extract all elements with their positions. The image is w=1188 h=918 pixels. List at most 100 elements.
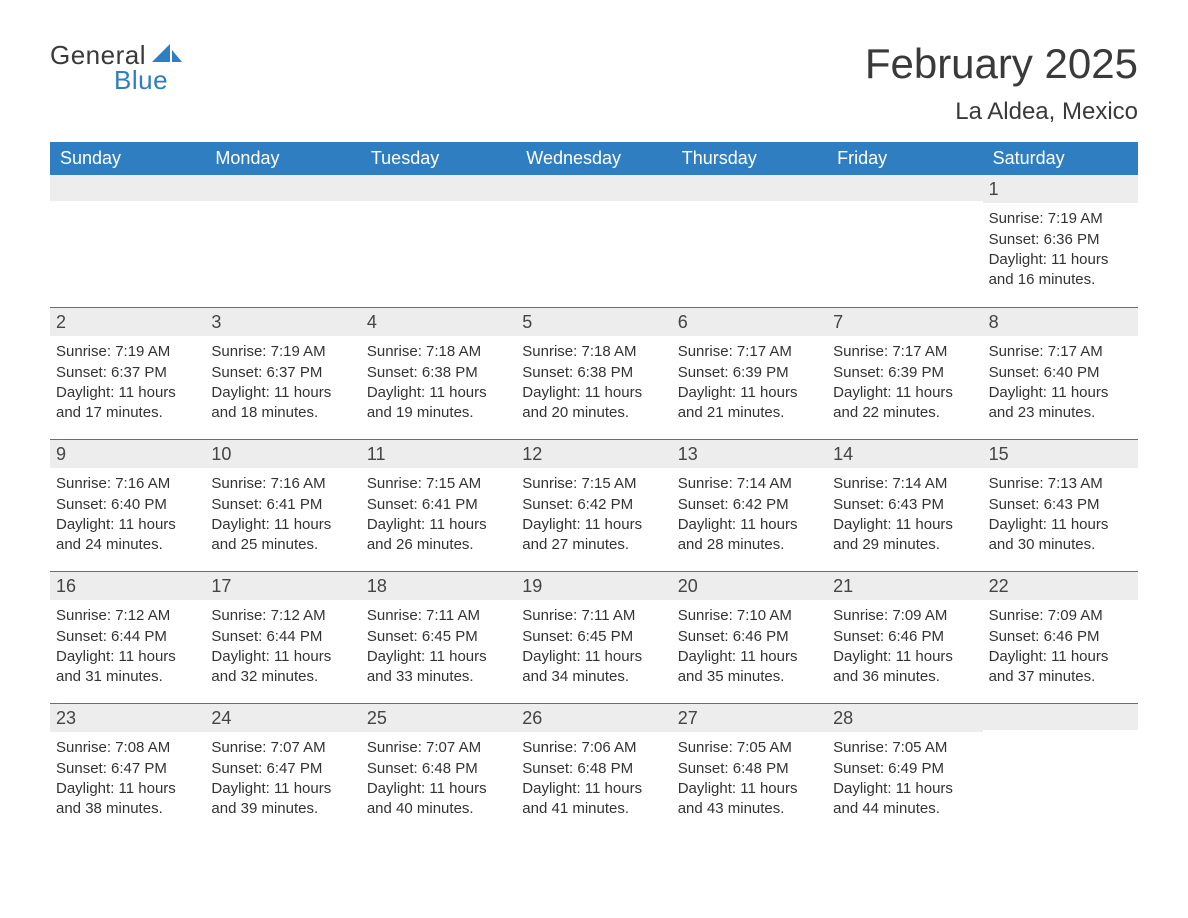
day-number	[50, 175, 205, 201]
sunset-text: Sunset: 6:41 PM	[367, 495, 510, 515]
dow-monday: Monday	[205, 142, 360, 175]
sunset-text: Sunset: 6:46 PM	[678, 627, 821, 647]
sunrise-text: Sunrise: 7:16 AM	[211, 474, 354, 494]
daylight-text: Daylight: 11 hours and 41 minutes.	[522, 779, 665, 820]
daylight-text: Daylight: 11 hours and 33 minutes.	[367, 647, 510, 688]
daylight-text: Daylight: 11 hours and 20 minutes.	[522, 383, 665, 424]
day-cell: 12Sunrise: 7:15 AMSunset: 6:42 PMDayligh…	[516, 440, 671, 567]
empty-cell	[361, 175, 516, 303]
title-block: February 2025 La Aldea, Mexico	[865, 40, 1138, 136]
day-number	[205, 175, 360, 201]
sunrise-text: Sunrise: 7:15 AM	[367, 474, 510, 494]
day-number: 15	[983, 440, 1138, 468]
sunset-text: Sunset: 6:43 PM	[989, 495, 1132, 515]
day-cell: 24Sunrise: 7:07 AMSunset: 6:47 PMDayligh…	[205, 704, 360, 831]
sunset-text: Sunset: 6:48 PM	[522, 759, 665, 779]
header: General Blue February 2025 La Aldea, Mex…	[50, 40, 1138, 136]
sunrise-text: Sunrise: 7:05 AM	[833, 738, 976, 758]
daylight-text: Daylight: 11 hours and 30 minutes.	[989, 515, 1132, 556]
day-cell: 9Sunrise: 7:16 AMSunset: 6:40 PMDaylight…	[50, 440, 205, 567]
sunset-text: Sunset: 6:39 PM	[678, 363, 821, 383]
day-of-week-header: SundayMondayTuesdayWednesdayThursdayFrid…	[50, 142, 1138, 175]
day-cell: 1Sunrise: 7:19 AMSunset: 6:36 PMDaylight…	[983, 175, 1138, 303]
day-cell: 7Sunrise: 7:17 AMSunset: 6:39 PMDaylight…	[827, 308, 982, 435]
daylight-text: Daylight: 11 hours and 32 minutes.	[211, 647, 354, 688]
sunset-text: Sunset: 6:39 PM	[833, 363, 976, 383]
day-cell: 10Sunrise: 7:16 AMSunset: 6:41 PMDayligh…	[205, 440, 360, 567]
daylight-text: Daylight: 11 hours and 24 minutes.	[56, 515, 199, 556]
sunrise-text: Sunrise: 7:18 AM	[522, 342, 665, 362]
dow-wednesday: Wednesday	[516, 142, 671, 175]
daylight-text: Daylight: 11 hours and 21 minutes.	[678, 383, 821, 424]
daylight-text: Daylight: 11 hours and 16 minutes.	[989, 250, 1132, 291]
day-cell: 2Sunrise: 7:19 AMSunset: 6:37 PMDaylight…	[50, 308, 205, 435]
empty-cell	[983, 704, 1138, 831]
day-number	[361, 175, 516, 201]
sunrise-text: Sunrise: 7:12 AM	[211, 606, 354, 626]
day-number: 21	[827, 572, 982, 600]
day-number: 26	[516, 704, 671, 732]
day-number	[516, 175, 671, 201]
day-number: 7	[827, 308, 982, 336]
calendar: SundayMondayTuesdayWednesdayThursdayFrid…	[50, 142, 1138, 831]
sunset-text: Sunset: 6:37 PM	[211, 363, 354, 383]
day-cell: 23Sunrise: 7:08 AMSunset: 6:47 PMDayligh…	[50, 704, 205, 831]
day-number: 8	[983, 308, 1138, 336]
month-title: February 2025	[865, 40, 1138, 88]
day-cell: 22Sunrise: 7:09 AMSunset: 6:46 PMDayligh…	[983, 572, 1138, 699]
sunrise-text: Sunrise: 7:19 AM	[211, 342, 354, 362]
day-number	[983, 704, 1138, 730]
week-row: 2Sunrise: 7:19 AMSunset: 6:37 PMDaylight…	[50, 307, 1138, 435]
week-row: 9Sunrise: 7:16 AMSunset: 6:40 PMDaylight…	[50, 439, 1138, 567]
dow-thursday: Thursday	[672, 142, 827, 175]
day-number: 2	[50, 308, 205, 336]
logo: General Blue	[50, 40, 182, 96]
daylight-text: Daylight: 11 hours and 18 minutes.	[211, 383, 354, 424]
day-cell: 28Sunrise: 7:05 AMSunset: 6:49 PMDayligh…	[827, 704, 982, 831]
sunrise-text: Sunrise: 7:06 AM	[522, 738, 665, 758]
day-cell: 6Sunrise: 7:17 AMSunset: 6:39 PMDaylight…	[672, 308, 827, 435]
daylight-text: Daylight: 11 hours and 26 minutes.	[367, 515, 510, 556]
sunrise-text: Sunrise: 7:07 AM	[367, 738, 510, 758]
day-number: 11	[361, 440, 516, 468]
daylight-text: Daylight: 11 hours and 25 minutes.	[211, 515, 354, 556]
day-number	[827, 175, 982, 201]
sunrise-text: Sunrise: 7:17 AM	[989, 342, 1132, 362]
day-number: 22	[983, 572, 1138, 600]
daylight-text: Daylight: 11 hours and 19 minutes.	[367, 383, 510, 424]
week-row: 16Sunrise: 7:12 AMSunset: 6:44 PMDayligh…	[50, 571, 1138, 699]
sunset-text: Sunset: 6:47 PM	[211, 759, 354, 779]
daylight-text: Daylight: 11 hours and 29 minutes.	[833, 515, 976, 556]
daylight-text: Daylight: 11 hours and 40 minutes.	[367, 779, 510, 820]
day-number: 25	[361, 704, 516, 732]
day-number: 20	[672, 572, 827, 600]
day-cell: 4Sunrise: 7:18 AMSunset: 6:38 PMDaylight…	[361, 308, 516, 435]
daylight-text: Daylight: 11 hours and 37 minutes.	[989, 647, 1132, 688]
sunrise-text: Sunrise: 7:18 AM	[367, 342, 510, 362]
day-cell: 11 Sunrise: 7:15 AMSunset: 6:41 PMDayligh…	[361, 440, 516, 567]
sunrise-text: Sunrise: 7:11 AM	[522, 606, 665, 626]
daylight-text: Daylight: 11 hours and 23 minutes.	[989, 383, 1132, 424]
day-number: 23	[50, 704, 205, 732]
sunrise-text: Sunrise: 7:05 AM	[678, 738, 821, 758]
dow-saturday: Saturday	[983, 142, 1138, 175]
sunset-text: Sunset: 6:45 PM	[522, 627, 665, 647]
day-number: 18	[361, 572, 516, 600]
sunset-text: Sunset: 6:41 PM	[211, 495, 354, 515]
day-number: 27	[672, 704, 827, 732]
day-cell: 14Sunrise: 7:14 AMSunset: 6:43 PMDayligh…	[827, 440, 982, 567]
sunset-text: Sunset: 6:46 PM	[989, 627, 1132, 647]
dow-tuesday: Tuesday	[361, 142, 516, 175]
sunrise-text: Sunrise: 7:09 AM	[833, 606, 976, 626]
sunset-text: Sunset: 6:48 PM	[367, 759, 510, 779]
day-number: 19	[516, 572, 671, 600]
daylight-text: Daylight: 11 hours and 22 minutes.	[833, 383, 976, 424]
day-number: 3	[205, 308, 360, 336]
empty-cell	[516, 175, 671, 303]
day-cell: 3 Sunrise: 7:19 AMSunset: 6:37 PMDaylight…	[205, 308, 360, 435]
sunset-text: Sunset: 6:38 PM	[367, 363, 510, 383]
day-number: 17	[205, 572, 360, 600]
sunset-text: Sunset: 6:42 PM	[678, 495, 821, 515]
sunrise-text: Sunrise: 7:08 AM	[56, 738, 199, 758]
sunrise-text: Sunrise: 7:19 AM	[989, 209, 1132, 229]
